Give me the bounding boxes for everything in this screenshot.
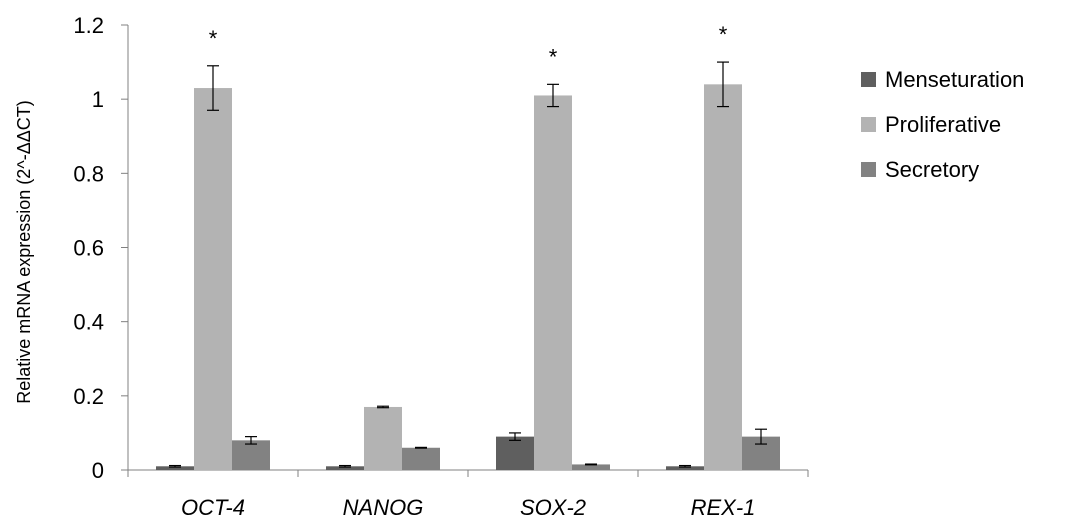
legend-label-secretory: Secretory: [885, 157, 979, 182]
bars: * * *: [156, 22, 780, 471]
y-tick-label: 0.8: [73, 161, 104, 186]
y-tick-label: 0.2: [73, 384, 104, 409]
bar-proliferative-oct-4: [194, 88, 232, 471]
x-category-label: REX-1: [691, 495, 756, 520]
x-category-label: NANOG: [343, 495, 424, 520]
y-tick-label: 0.6: [73, 236, 104, 261]
x-category-label: SOX-2: [520, 495, 586, 520]
bar-menseturation-nanog: [326, 466, 364, 470]
significance-marker: *: [719, 22, 728, 47]
legend-swatch-proliferative: [861, 117, 876, 132]
legend-label-proliferative: Proliferative: [885, 112, 1001, 137]
legend-swatch-menseturation: [861, 72, 876, 87]
y-tick-label: 0: [92, 458, 104, 483]
y-tick-label: 1.2: [73, 13, 104, 38]
bar-menseturation-sox-2: [496, 436, 534, 470]
legend-swatch-secretory: [861, 162, 876, 177]
legend: Menseturation Proliferative Secretory: [861, 67, 1024, 182]
bar-secretory-sox-2: [572, 464, 610, 470]
bar-proliferative-sox-2: [534, 95, 572, 470]
bar-secretory-nanog: [402, 447, 440, 470]
legend-label-menseturation: Menseturation: [885, 67, 1024, 92]
x-category-label: OCT-4: [181, 495, 245, 520]
axes: 0 0.2 0.4 0.6 0.8 1 1.2 OCT-4 NANOG SOX-2 REX-1: [73, 13, 809, 520]
bar-menseturation-oct-4: [156, 466, 194, 470]
significance-marker: *: [209, 26, 218, 51]
bar-proliferative-rex-1: [704, 84, 742, 470]
bar-menseturation-rex-1: [666, 466, 704, 470]
y-axis-title: Relative mRNA expression (2^-ΔΔCT): [14, 100, 34, 404]
significance-marker: *: [549, 44, 558, 69]
bar-secretory-oct-4: [232, 440, 270, 470]
bar-proliferative-nanog: [364, 406, 402, 470]
y-tick-label: 0.4: [73, 310, 104, 335]
y-tick-label: 1: [92, 87, 104, 112]
y-axis-label: Relative mRNA expression (2^-ΔΔCT): [14, 100, 34, 404]
